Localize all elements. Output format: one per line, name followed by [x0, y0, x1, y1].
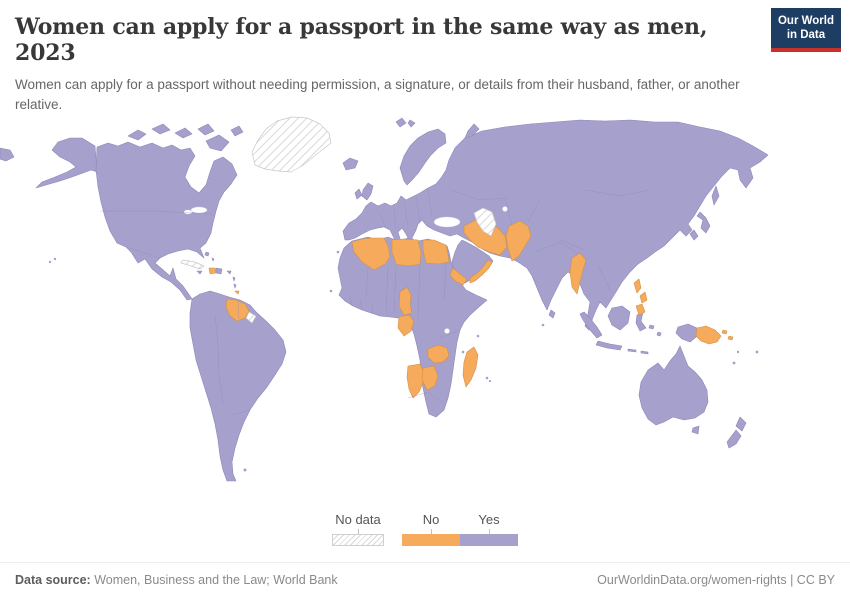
legend-no-data[interactable]: No data	[332, 512, 384, 546]
region-scandinavia[interactable]	[399, 128, 447, 186]
region-oman[interactable]	[469, 259, 493, 284]
region-west-new-guinea[interactable]	[675, 323, 698, 343]
region-botswana[interactable]	[421, 365, 439, 391]
region-svalbard[interactable]	[395, 117, 416, 128]
region-north-america[interactable]	[95, 141, 238, 301]
region-alaska[interactable]	[35, 137, 98, 189]
data-source: Data source: Women, Business and the Law…	[15, 573, 338, 587]
region-japan[interactable]	[689, 211, 711, 241]
legend-yes-swatch[interactable]	[460, 534, 518, 546]
legend-tick	[357, 529, 359, 534]
region-ireland[interactable]	[354, 188, 363, 200]
region-south-america[interactable]	[189, 290, 287, 482]
region-tasmania[interactable]	[691, 425, 700, 435]
license-link[interactable]: CC BY	[796, 573, 835, 587]
chart-subtitle: Women can apply for a passport without n…	[15, 76, 740, 113]
legend-no-data-label: No data	[335, 512, 381, 527]
owid-logo[interactable]: Our World in Data	[770, 8, 841, 52]
great-lakes	[190, 206, 208, 214]
region-french-guiana[interactable]	[245, 311, 257, 324]
region-namibia[interactable]	[406, 363, 425, 399]
regions-yes[interactable]	[0, 117, 769, 482]
legend-tick	[430, 529, 432, 534]
region-trinidad[interactable]	[234, 290, 240, 295]
footer-separator: |	[786, 573, 797, 587]
region-small-islands[interactable]	[48, 250, 759, 472]
regions-no[interactable]	[208, 219, 734, 399]
region-myanmar[interactable]	[569, 252, 587, 295]
legend-no-label: No	[422, 512, 440, 527]
region-greenland[interactable]	[251, 116, 332, 173]
region-cuba[interactable]	[180, 259, 205, 270]
region-solomon-islands[interactable]	[721, 329, 734, 341]
data-source-label: Data source:	[15, 573, 91, 587]
black-sea	[433, 216, 461, 228]
region-new-zealand[interactable]	[726, 416, 747, 449]
region-dominican-republic[interactable]	[215, 267, 223, 275]
legend-yes-label: Yes	[478, 512, 500, 527]
region-philippines[interactable]	[633, 278, 648, 316]
legend-no-swatch[interactable]	[402, 534, 460, 546]
region-caspian-sea[interactable]	[473, 207, 497, 237]
region-eurasia[interactable]	[342, 119, 769, 331]
region-cameroon[interactable]	[398, 286, 413, 316]
region-chukotka-fragment[interactable]	[0, 147, 15, 162]
owid-logo-line2: in Data	[786, 29, 826, 42]
region-papua-new-guinea[interactable]	[695, 325, 722, 345]
region-pakistan[interactable]	[505, 220, 532, 262]
aral-sea	[502, 206, 508, 212]
footer-links: OurWorldinData.org/women-rights | CC BY	[597, 573, 835, 587]
region-algeria[interactable]	[351, 237, 391, 271]
regions-no-data[interactable]	[180, 116, 497, 324]
region-haiti[interactable]	[208, 267, 217, 275]
legend-yes[interactable]: Yes	[460, 512, 518, 546]
region-caribbean-islands[interactable]	[196, 251, 237, 289]
great-lakes-west	[183, 209, 193, 215]
region-australia[interactable]	[638, 345, 709, 426]
legend-category-bar: No Yes	[402, 512, 518, 546]
country-borders-overlay	[100, 189, 651, 416]
region-gabon-congo[interactable]	[397, 314, 415, 337]
region-novaya-zemlya[interactable]	[464, 123, 480, 139]
owid-url-link[interactable]: OurWorldinData.org/women-rights	[597, 573, 787, 587]
lake-victoria	[444, 328, 450, 334]
map-legend: No data No Yes	[0, 512, 850, 546]
region-egypt[interactable]	[422, 239, 450, 265]
region-arctic-islands[interactable]	[127, 123, 244, 152]
data-source-value: Women, Business and the Law; World Bank	[90, 573, 338, 587]
legend-no-data-swatch[interactable]	[332, 534, 384, 546]
region-indonesia[interactable]	[579, 305, 662, 355]
owid-logo-line1: Our World	[777, 15, 834, 27]
region-yemen[interactable]	[449, 267, 468, 286]
region-guyana-suriname[interactable]	[225, 298, 250, 322]
chart-header: Women can apply for a passport in the sa…	[15, 14, 755, 115]
region-libya[interactable]	[391, 238, 422, 267]
world-map-svg[interactable]	[0, 103, 850, 509]
region-zambia[interactable]	[427, 344, 450, 364]
inland-water	[183, 206, 508, 334]
region-madagascar[interactable]	[462, 346, 479, 388]
region-sri-lanka[interactable]	[548, 309, 556, 319]
region-united-kingdom[interactable]	[361, 182, 374, 201]
legend-tick	[488, 529, 490, 534]
chart-footer: Data source: Women, Business and the Law…	[0, 562, 850, 600]
legend-no[interactable]: No	[402, 512, 460, 546]
region-sakhalin[interactable]	[711, 185, 720, 206]
world-map[interactable]	[0, 103, 850, 509]
chart-title: Women can apply for a passport in the sa…	[15, 14, 708, 67]
region-iceland[interactable]	[342, 157, 359, 171]
